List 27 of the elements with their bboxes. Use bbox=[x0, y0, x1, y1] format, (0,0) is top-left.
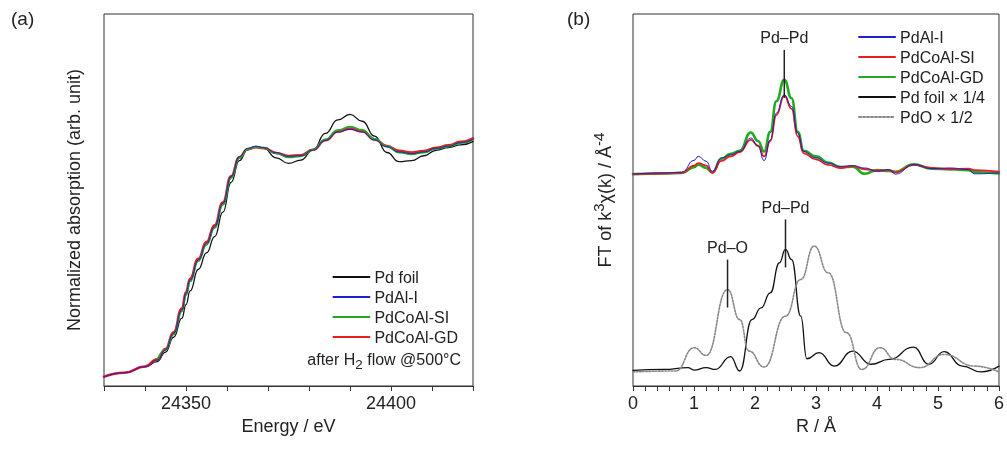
x-axis-title: R / Å bbox=[795, 415, 837, 436]
legend-label: PdCoAl-SI bbox=[374, 308, 450, 326]
x-tick-label: 3 bbox=[810, 393, 822, 413]
chart-title: (a) bbox=[11, 8, 35, 29]
annotation: Pd–Pd bbox=[761, 198, 810, 216]
x-tick-label: 6 bbox=[993, 393, 1004, 413]
x-tick-label: 5 bbox=[932, 393, 943, 413]
legend-label: Pd foil × 1/4 bbox=[900, 88, 986, 106]
x-axis-title: Energy / eV bbox=[241, 415, 336, 436]
x-tick-label: 24400 bbox=[365, 393, 417, 413]
annotation: Pd–Pd bbox=[760, 29, 809, 47]
annotation: after H$_{2}$ flow @500°C bbox=[307, 350, 461, 372]
annotation: Pd–O bbox=[707, 239, 749, 257]
x-tick-label: 24350 bbox=[160, 393, 212, 413]
legend-label: PdAl-I bbox=[374, 288, 418, 306]
x-tick-label: 2 bbox=[749, 393, 761, 413]
legend-label: PdCoAl-GD bbox=[900, 68, 984, 86]
legend-label: Pd foil bbox=[374, 268, 419, 286]
legend-label: PdCoAl-SI bbox=[900, 48, 975, 66]
x-tick-label: 4 bbox=[871, 393, 882, 413]
y-axis-title: Normalized absorption (arb. unit) bbox=[63, 68, 85, 332]
x-tick-label: 1 bbox=[688, 393, 700, 413]
x-tick-label: 0 bbox=[627, 393, 639, 413]
legend-label: PdCoAl-GD bbox=[374, 328, 458, 346]
legend-label: PdO × 1/2 bbox=[900, 108, 973, 126]
legend-label: PdAl-I bbox=[900, 28, 944, 46]
chart-title: (b) bbox=[567, 8, 591, 29]
